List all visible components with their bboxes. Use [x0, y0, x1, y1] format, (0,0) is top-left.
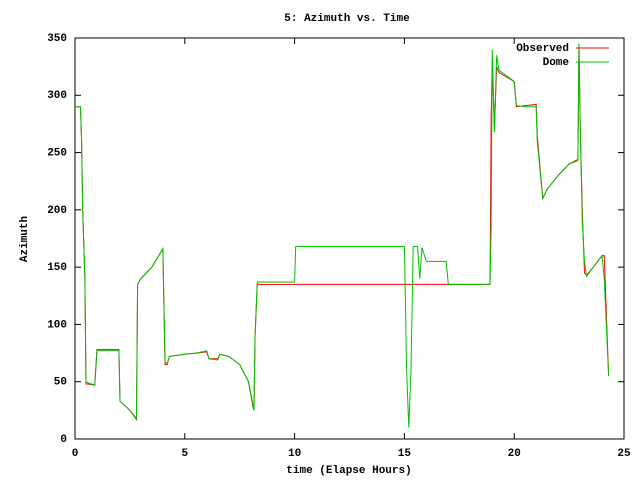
y-axis-label: Azimuth	[19, 216, 31, 262]
y-tick-label: 350	[47, 33, 67, 45]
x-tick-label: 15	[398, 448, 412, 460]
legend-label: Dome	[543, 57, 570, 69]
x-tick-label: 5	[181, 448, 188, 460]
x-tick-label: 10	[288, 448, 301, 460]
y-tick-label: 50	[54, 377, 67, 389]
y-tick-label: 300	[47, 90, 67, 102]
series-line	[75, 43, 610, 428]
y-tick-label: 250	[47, 147, 67, 159]
y-tick-label: 100	[47, 319, 67, 331]
y-tick-label: 200	[47, 205, 67, 217]
y-tick-label: 0	[60, 434, 67, 446]
y-tick-label: 150	[47, 262, 67, 274]
x-tick-label: 20	[508, 448, 521, 460]
x-tick-label: 25	[617, 448, 631, 460]
x-axis-label: time (Elapse Hours)	[286, 465, 411, 477]
legend-label: Observed	[516, 43, 569, 55]
plot-border	[74, 37, 625, 440]
chart-title: 5: Azimuth vs. Time	[284, 13, 410, 25]
x-tick-label: 0	[72, 448, 79, 460]
series-line	[75, 43, 610, 422]
